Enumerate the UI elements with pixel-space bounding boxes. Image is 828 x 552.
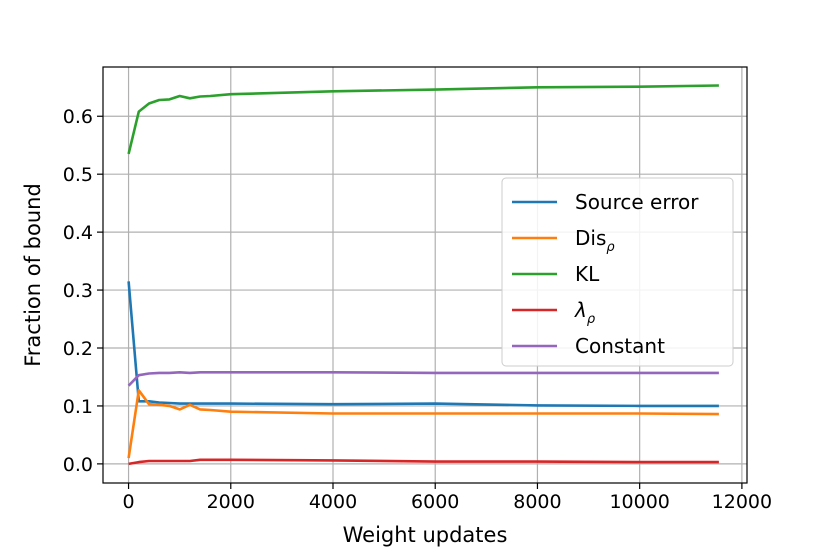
series-line-2 <box>127 84 719 155</box>
x-tick-label: 2000 <box>207 491 255 513</box>
y-tick-label: 0.0 <box>63 454 93 476</box>
legend-entry-label: Dis <box>575 226 606 250</box>
y-tick-label: 0.6 <box>63 106 93 128</box>
legend-entry-label: Source error <box>575 190 699 214</box>
y-tick-label: 0.3 <box>63 280 93 302</box>
legend-entry: KL <box>575 262 600 286</box>
y-axis-ticks: 0.0 0.1 0.2 0.3 0.4 0.5 0.6 <box>63 106 103 476</box>
legend-entry: Source error <box>575 190 699 214</box>
y-tick-label: 0.1 <box>63 396 93 418</box>
legend-entry: λρ <box>574 298 596 327</box>
legend-entry-label: KL <box>575 262 600 286</box>
series-line-4 <box>127 370 719 387</box>
x-tick-label: 12000 <box>712 491 772 513</box>
y-tick-label: 0.4 <box>63 222 93 244</box>
legend-entry-subscript: ρ <box>587 312 596 327</box>
y-axis-label: Fraction of bound <box>21 183 45 367</box>
series-lines <box>127 84 719 466</box>
legend-entry-label: λ <box>574 298 587 322</box>
x-tick-label: 10000 <box>609 491 669 513</box>
x-tick-label: 6000 <box>411 491 459 513</box>
x-axis-label: Weight updates <box>343 523 508 547</box>
plot-frame <box>102 66 748 484</box>
legend-entry: Disρ <box>575 226 615 255</box>
y-tick-label: 0.2 <box>63 338 93 360</box>
legend-box <box>501 177 734 367</box>
series-line-3 <box>128 458 719 466</box>
legend-entry-label: Constant <box>575 334 665 358</box>
y-tick-label: 0.5 <box>63 164 93 186</box>
series-line-1 <box>127 388 719 459</box>
series-line-0 <box>127 281 719 408</box>
x-tick-label: 4000 <box>309 491 357 513</box>
x-tick-label: 8000 <box>513 491 561 513</box>
x-tick-label: 0 <box>123 491 135 513</box>
x-axis-ticks: 0 2000 4000 6000 8000 10000 12000 <box>123 483 772 513</box>
legend-entry-subscript: ρ <box>606 240 615 255</box>
legend-entry: Constant <box>575 334 665 358</box>
